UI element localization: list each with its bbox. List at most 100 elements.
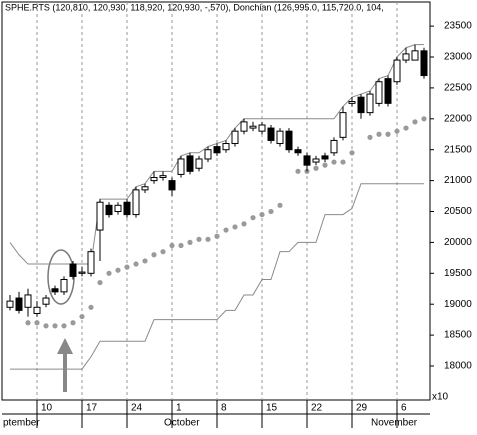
candle-body bbox=[33, 306, 41, 314]
candle-body bbox=[150, 177, 158, 182]
sar-dot bbox=[214, 233, 220, 239]
candle-body bbox=[312, 158, 320, 163]
sar-dot bbox=[412, 119, 418, 125]
candle-body bbox=[15, 297, 23, 311]
x-tick-label: 1 bbox=[176, 403, 182, 414]
y-tick-label: 19000 bbox=[444, 299, 472, 310]
sar-dot bbox=[187, 239, 193, 246]
candle-body bbox=[375, 81, 383, 104]
sar-dot bbox=[205, 236, 211, 242]
sar-dot bbox=[259, 211, 265, 218]
candle-body bbox=[87, 251, 95, 274]
candle-body bbox=[393, 59, 401, 83]
sar-dot bbox=[340, 159, 346, 165]
candle-body bbox=[294, 149, 302, 154]
sar-dot bbox=[106, 270, 112, 276]
candle-body bbox=[366, 93, 374, 114]
candle-body bbox=[132, 189, 140, 216]
candle-body bbox=[213, 146, 221, 154]
candle-body bbox=[420, 50, 428, 77]
axis-multiplier: x10 bbox=[432, 392, 449, 403]
candle-body bbox=[357, 96, 365, 114]
sar-dot bbox=[241, 221, 247, 227]
sar-dot bbox=[421, 116, 427, 122]
sar-dot bbox=[313, 165, 319, 171]
y-tick-label: 20000 bbox=[444, 237, 472, 248]
candle-body bbox=[24, 294, 32, 308]
donchian-line bbox=[10, 183, 424, 370]
sar-dot bbox=[97, 279, 103, 286]
candle-body bbox=[402, 53, 410, 61]
sar-dot bbox=[115, 267, 121, 273]
candle-body bbox=[42, 297, 50, 305]
sar-dot bbox=[61, 323, 67, 329]
sar-dot bbox=[70, 320, 76, 326]
candle-body bbox=[96, 201, 104, 231]
x-tick-label: 10 bbox=[41, 403, 53, 414]
plot-frame bbox=[1, 1, 431, 401]
sar-dot bbox=[79, 313, 85, 320]
month-label: ptember bbox=[3, 418, 40, 429]
y-tick-label: 21000 bbox=[444, 175, 472, 186]
candle-body bbox=[240, 121, 248, 132]
candle-body bbox=[303, 155, 311, 166]
candle-body bbox=[267, 127, 275, 141]
sar-dot bbox=[178, 242, 184, 249]
candle-body bbox=[123, 201, 131, 216]
candle-body bbox=[411, 50, 419, 61]
candle-body bbox=[69, 263, 77, 277]
x-tick-label: 29 bbox=[356, 403, 368, 414]
sar-dot bbox=[52, 323, 58, 329]
candle-body bbox=[195, 158, 203, 169]
y-tick-label: 21500 bbox=[444, 144, 472, 155]
candle-body bbox=[285, 130, 293, 151]
sar-dot bbox=[25, 320, 31, 326]
candle-body bbox=[222, 143, 230, 151]
sar-dot bbox=[376, 131, 382, 137]
month-label: November bbox=[371, 418, 418, 429]
sar-dot bbox=[322, 162, 328, 168]
sar-dot bbox=[349, 150, 355, 156]
annotation-arrowhead bbox=[57, 338, 73, 354]
y-tick-label: 23000 bbox=[444, 52, 472, 63]
sar-dot bbox=[196, 236, 202, 242]
x-tick-label: 15 bbox=[266, 403, 278, 414]
x-tick-label: 24 bbox=[131, 403, 143, 414]
candle-body bbox=[177, 158, 185, 175]
candle-body bbox=[231, 130, 239, 145]
month-label: October bbox=[164, 418, 200, 429]
sar-dot bbox=[385, 131, 391, 137]
y-tick-label: 19500 bbox=[444, 268, 472, 279]
candle-body bbox=[204, 149, 212, 160]
sar-dot bbox=[151, 252, 157, 258]
y-tick-label: 18500 bbox=[444, 330, 472, 341]
candle-body bbox=[114, 204, 122, 213]
sar-dot bbox=[331, 159, 337, 165]
y-tick-label: 18000 bbox=[444, 361, 472, 372]
sar-dot bbox=[142, 258, 148, 264]
sar-dot bbox=[160, 249, 166, 255]
y-tick-label: 20500 bbox=[444, 206, 472, 217]
sar-dot bbox=[367, 134, 373, 140]
candle-body bbox=[105, 204, 113, 216]
x-tick-label: 6 bbox=[401, 403, 407, 414]
y-tick-label: 22000 bbox=[444, 113, 472, 124]
candle-body bbox=[6, 300, 14, 308]
sar-dot bbox=[295, 168, 301, 174]
sar-dot bbox=[277, 202, 283, 208]
sar-dot bbox=[394, 128, 400, 134]
header-text: SPHE.RTS (120,810, 120,930, 118,920, 120… bbox=[5, 2, 384, 12]
sar-dot bbox=[124, 264, 130, 270]
x-tick-label: 8 bbox=[221, 403, 227, 414]
sar-dot bbox=[268, 208, 274, 215]
sar-dot bbox=[403, 125, 409, 131]
candle-body bbox=[330, 139, 338, 154]
x-tick-label: 17 bbox=[86, 403, 98, 414]
sar-dot bbox=[250, 215, 256, 221]
sar-dot bbox=[133, 261, 139, 267]
candle-body bbox=[348, 101, 356, 104]
candle-body bbox=[276, 130, 284, 145]
sar-dot bbox=[88, 304, 94, 310]
candle-body bbox=[159, 175, 167, 179]
